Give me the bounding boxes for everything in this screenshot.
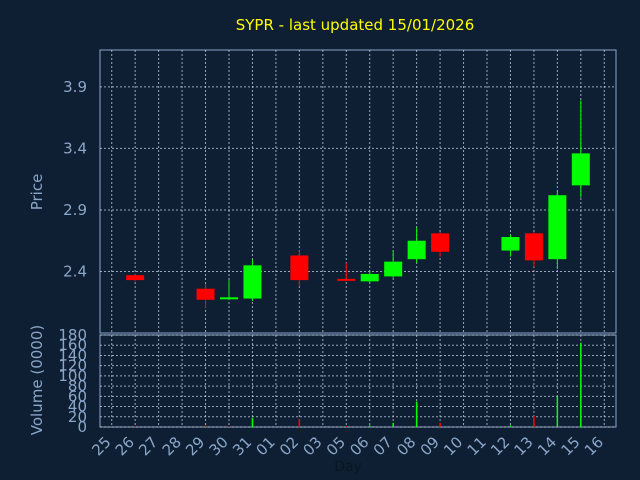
candle-body [407,240,426,260]
x-tick-label: 02 [276,433,302,459]
volume-tick-label: 100 [58,367,87,385]
volume-panel [99,334,617,428]
x-tick-label: 03 [299,433,325,459]
x-tick-label: 11 [464,433,490,459]
candle-body [384,261,403,277]
volume-bar [134,425,136,427]
x-axis-label: Day [334,459,362,475]
volume-bar [345,425,348,427]
x-tick-label: 08 [393,433,419,459]
price-panel [99,49,617,334]
volume-tick-label: 80 [68,377,87,395]
x-tick-label: 01 [253,433,279,459]
x-tick-label: 25 [88,433,114,459]
candlestick-series [126,100,590,309]
volume-bar [392,422,394,427]
volume-series [134,342,582,427]
x-tick-label: 13 [511,433,537,459]
x-tick-label: 28 [159,433,185,459]
x-tick-label: 14 [534,433,560,459]
x-tick-label: 31 [229,433,255,459]
volume-bar [251,417,254,427]
price-grid [100,50,616,333]
x-tick-label: 12 [487,433,513,459]
x-tick-label: 09 [417,433,443,459]
price-tick-label: 3.4 [63,139,87,157]
price-tick-label: 2.9 [63,201,87,219]
candle-body [524,233,543,261]
volume-tick-label: 20 [68,408,87,426]
candle-body [571,153,590,186]
candle-body [196,288,215,300]
x-tick-label: 07 [370,433,396,459]
candle-body [126,275,145,281]
x-tick-label: 06 [346,433,372,459]
volume-bar [298,418,301,427]
candle-body [501,237,520,251]
volume-tick-label: 140 [58,346,87,364]
candle-body [360,273,379,282]
price-tick-label: 2.4 [63,262,87,280]
volume-bar [439,422,441,427]
volume-bar [556,396,559,427]
candle-body [220,297,238,300]
volume-tick-label: 60 [68,387,87,405]
chart-title: SYPR - last updated 15/01/2026 [236,16,475,34]
x-axis-ticks: 2526272829303101020305060708091011121314… [88,433,607,459]
x-tick-label: 29 [182,433,208,459]
volume-tick-label: 120 [58,357,87,375]
price-axis-label: Price [28,174,46,211]
volume-bar [533,415,535,427]
volume-tick-label: 180 [58,326,87,344]
volume-bar [509,425,512,427]
candle-body [290,255,309,281]
candle-body [337,278,356,281]
x-tick-label: 26 [112,433,138,459]
price-tick-label: 3.9 [63,78,87,96]
x-tick-label: 15 [557,433,583,459]
price-axis-ticks: 2.4 2.9 3.4 3.9 [63,78,87,281]
volume-tick-label: 0 [77,418,87,436]
candle-body [431,233,450,252]
x-tick-label: 27 [135,433,161,459]
candle-body [243,265,262,299]
candle-body [548,195,567,260]
x-tick-label: 10 [440,433,466,459]
volume-tick-label: 40 [68,398,87,416]
volume-bar [368,425,371,427]
x-tick-label: 16 [581,433,607,459]
x-tick-label: 30 [206,433,232,459]
volume-bar [415,401,418,427]
x-tick-label: 05 [323,433,349,459]
volume-bar [228,426,230,427]
volume-tick-label: 160 [58,336,87,354]
volume-axis-label: Volume (0000) [28,325,46,435]
volume-bar [580,342,582,427]
volume-bar [204,425,207,427]
